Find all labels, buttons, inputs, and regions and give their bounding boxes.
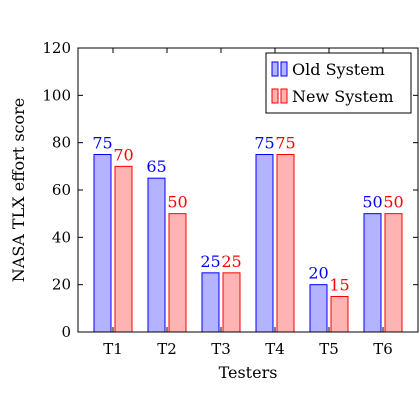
bar-old-system-t5 — [309, 284, 328, 333]
x-tick-label-t3: T3 — [211, 340, 231, 358]
data-label-old-system-t3: 25 — [200, 252, 220, 271]
data-label-new-system-t3: 25 — [221, 252, 241, 271]
legend: Old System New System — [265, 52, 412, 114]
bar-new-system-t4 — [276, 154, 295, 333]
y-axis-label: NASA TLX effort score — [9, 98, 28, 282]
x-tick-label-t4: T4 — [265, 340, 285, 358]
legend-box — [265, 52, 412, 114]
y-tick-label: 80 — [52, 134, 71, 152]
x-axis-label: Testers — [219, 363, 278, 382]
x-tick-label-t2: T2 — [157, 340, 177, 358]
y-tick-label: 40 — [52, 228, 71, 246]
bar-new-system-t1 — [114, 165, 133, 333]
data-label-old-system-t2: 65 — [146, 157, 166, 176]
data-label-new-system-t2: 50 — [167, 193, 187, 212]
data-label-old-system-t4: 75 — [254, 134, 274, 153]
bar-new-system-t5 — [330, 296, 349, 333]
data-label-new-system-t6: 50 — [383, 193, 403, 212]
data-label-old-system-t1: 75 — [92, 134, 112, 153]
x-tick-label-t5: T5 — [319, 340, 339, 358]
bar-old-system-t4 — [255, 154, 274, 333]
legend-swatch-new-system-a — [271, 88, 279, 104]
y-tick-label: 100 — [42, 86, 71, 104]
data-label-old-system-t5: 20 — [308, 264, 328, 283]
x-axis-ticks: T1 T2 T3 T4 T5 T6 — [103, 48, 393, 358]
legend-swatch-old-system-b — [280, 61, 288, 77]
x-tick-label-t1: T1 — [103, 340, 123, 358]
data-label-new-system-t5: 15 — [329, 276, 349, 295]
bar-new-system-t2 — [168, 213, 187, 333]
x-tick-label-t6: T6 — [373, 340, 393, 358]
legend-swatch-new-system-b — [280, 88, 288, 104]
bar-old-system-t1 — [93, 154, 112, 333]
y-tick-label: 120 — [42, 39, 71, 57]
y-tick-label: 0 — [61, 323, 71, 341]
y-tick-label: 20 — [52, 276, 71, 294]
legend-label-new-system: New System — [292, 87, 394, 106]
data-label-new-system-t1: 70 — [113, 145, 133, 164]
bar-old-system-t2 — [147, 177, 166, 333]
bar-new-system-t3 — [222, 272, 241, 333]
bar-new-system-t6 — [384, 213, 403, 333]
data-label-old-system-t6: 50 — [362, 193, 382, 212]
y-axis-ticks: 0 20 40 60 80 100 120 — [42, 39, 418, 341]
legend-swatch-old-system-a — [271, 61, 279, 77]
legend-label-old-system: Old System — [292, 60, 385, 79]
data-label-new-system-t4: 75 — [275, 134, 295, 153]
bar-old-system-t3 — [201, 272, 220, 333]
bar-old-system-t6 — [363, 213, 382, 333]
y-tick-label: 60 — [52, 181, 71, 199]
